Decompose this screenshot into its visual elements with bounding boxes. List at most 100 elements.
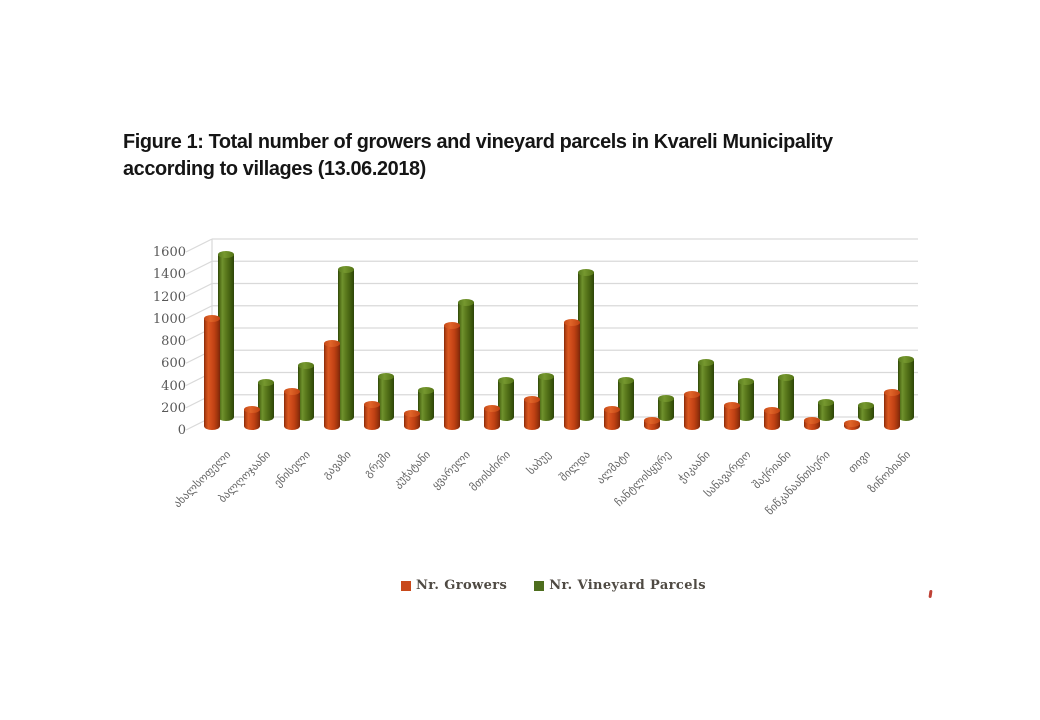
bar-growers [844, 420, 860, 430]
y-tick-label: 400 [161, 378, 186, 394]
bar-growers [284, 388, 300, 430]
bar-vineyard-parcels-body [258, 382, 274, 421]
y-tick-label: 200 [161, 400, 186, 416]
x-tick-label: თივი [845, 448, 874, 476]
bar-vineyard-parcels-cap [498, 377, 514, 384]
bar-vineyard-parcels-cap [818, 399, 834, 406]
bar-growers-body [244, 409, 260, 430]
bar-growers-cap [444, 322, 460, 329]
bar-vineyard-parcels-cap [418, 387, 434, 394]
bar-growers-body [484, 408, 500, 430]
x-tick-label: ენისელი [271, 448, 314, 490]
bar-vineyard-parcels-cap [458, 299, 474, 306]
bar-growers-body [564, 322, 580, 430]
bar-vineyard-parcels-cap [378, 373, 394, 380]
bar-growers [204, 315, 220, 430]
y-tick-label: 1400 [152, 267, 186, 283]
bar-growers [444, 322, 460, 430]
bar-growers-cap [564, 319, 580, 326]
x-tick-label: შილდა [557, 448, 594, 484]
bar-vineyard-parcels-cap [898, 356, 914, 363]
bar-vineyard-parcels-body [538, 376, 554, 421]
bar-growers [564, 319, 580, 430]
gridline-diagonal [185, 282, 213, 298]
bar-growers-cap [764, 407, 780, 414]
bar-vineyard-parcels [218, 251, 234, 421]
y-tick-label: 1200 [152, 289, 186, 305]
bar-growers-cap [244, 406, 260, 413]
bar-vineyard-parcels [658, 395, 674, 421]
bar-growers-cap [284, 388, 300, 395]
x-tick-label: საბუე [523, 448, 554, 478]
bar-vineyard-parcels-cap [618, 377, 634, 384]
bar-growers [764, 407, 780, 430]
bar-vineyard-parcels [458, 299, 474, 421]
bar-vineyard-parcels-cap [538, 373, 554, 380]
bar-growers-cap [404, 410, 420, 417]
bar-growers [404, 410, 420, 430]
red-mark-artifact [928, 589, 933, 599]
bar-growers-body [684, 394, 700, 430]
x-tick-label: ზინობიანი [865, 448, 914, 496]
figure-title-line2: according to villages (13.06.2018) [123, 157, 426, 180]
bar-vineyard-parcels-cap [338, 266, 354, 273]
bar-growers-body [204, 318, 220, 430]
bar-vineyard-parcels-body [378, 376, 394, 421]
bar-vineyard-parcels-body [738, 381, 754, 421]
legend-label-parcels: Nr. Vineyard Parcels [549, 578, 706, 593]
bar-growers-cap [524, 396, 540, 403]
bar-vineyard-parcels [898, 356, 914, 421]
bar-growers-body [284, 391, 300, 430]
growers-swatch-icon [401, 580, 411, 591]
bar-vineyard-parcels [538, 373, 554, 421]
bar-vineyard-parcels-cap [258, 379, 274, 386]
bar-vineyard-parcels [258, 379, 274, 421]
bar-growers [484, 405, 500, 430]
bar-vineyard-parcels [298, 362, 314, 421]
bar-vineyard-parcels [338, 266, 354, 421]
bar-vineyard-parcels-body [218, 254, 234, 421]
bar-growers-cap [724, 402, 740, 409]
bar-vineyard-parcels [378, 373, 394, 421]
bar-growers-cap [324, 340, 340, 347]
bar-growers [804, 417, 820, 430]
figure-title-line1: Figure 1: Total number of growers and vi… [123, 130, 833, 153]
bar-vineyard-parcels-cap [218, 251, 234, 258]
bar-growers [684, 391, 700, 430]
bar-growers [244, 406, 260, 430]
bar-vineyard-parcels-body [578, 272, 594, 421]
bar-growers [644, 417, 660, 430]
bar-growers [364, 401, 380, 430]
bar-growers-body [524, 399, 540, 430]
bar-vineyard-parcels [418, 387, 434, 421]
bar-vineyard-parcels-body [498, 380, 514, 421]
x-tick-label: გავაზი [319, 448, 354, 482]
bar-vineyard-parcels-body [818, 402, 834, 421]
y-tick-label: 0 [177, 423, 186, 438]
legend-item-growers: Nr. Growers [401, 578, 507, 593]
bar-vineyard-parcels [618, 377, 634, 421]
y-tick-label: 800 [161, 334, 186, 349]
bar-growers-cap [884, 389, 900, 396]
bar-vineyard-parcels [778, 374, 794, 421]
bar-vineyard-parcels [578, 269, 594, 421]
bar-vineyard-parcels-body [338, 269, 354, 421]
y-tick-label: 600 [161, 356, 186, 372]
x-tick-label: ჭიკაანი [675, 448, 714, 486]
x-tick-label: კუჭატანი [390, 448, 434, 491]
bar-vineyard-parcels-cap [698, 359, 714, 366]
bar-vineyard-parcels-cap [658, 395, 674, 402]
bar-vineyard-parcels-body [898, 359, 914, 421]
x-tick-label: მთისძირი [467, 448, 514, 494]
bar-vineyard-parcels-body [458, 302, 474, 421]
bar-vineyard-parcels-body [778, 377, 794, 421]
bar-vineyard-parcels-cap [858, 402, 874, 409]
x-tick-label: გრემი [361, 448, 394, 480]
bar-vineyard-parcels [858, 402, 874, 421]
bar-growers-cap [804, 417, 820, 424]
bar-vineyard-parcels-body [698, 362, 714, 421]
legend-label-growers: Nr. Growers [416, 578, 508, 593]
bar-vineyard-parcels-body [298, 365, 314, 421]
bar-growers [724, 402, 740, 430]
figure-title: Figure 1: Total number of growers and vi… [123, 128, 928, 182]
